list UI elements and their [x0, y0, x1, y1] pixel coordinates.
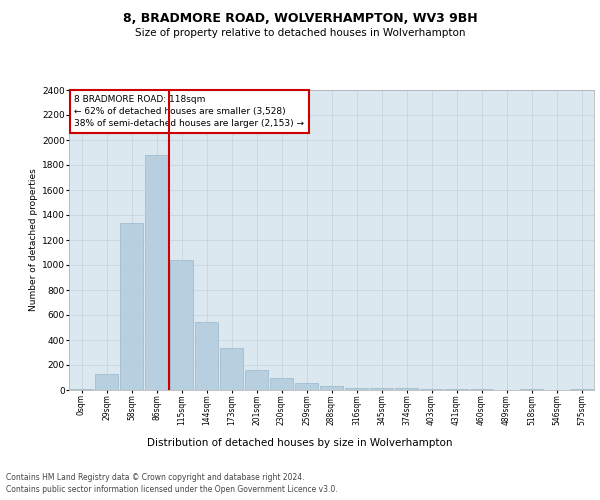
Bar	[170, 260, 193, 390]
Bar	[245, 370, 268, 390]
Text: Contains HM Land Registry data © Crown copyright and database right 2024.: Contains HM Land Registry data © Crown c…	[6, 472, 305, 482]
Text: Distribution of detached houses by size in Wolverhampton: Distribution of detached houses by size …	[147, 438, 453, 448]
Bar	[395, 388, 418, 390]
Bar	[295, 383, 318, 390]
Text: 8, BRADMORE ROAD, WOLVERHAMPTON, WV3 9BH: 8, BRADMORE ROAD, WOLVERHAMPTON, WV3 9BH	[122, 12, 478, 26]
Bar	[220, 348, 243, 390]
Bar	[145, 155, 168, 390]
Bar	[320, 386, 343, 390]
Bar	[345, 388, 368, 390]
Bar	[195, 322, 218, 390]
Bar	[70, 389, 93, 390]
Text: 8 BRADMORE ROAD: 118sqm
← 62% of detached houses are smaller (3,528)
38% of semi: 8 BRADMORE ROAD: 118sqm ← 62% of detache…	[74, 94, 304, 128]
Bar	[120, 222, 143, 390]
Bar	[270, 378, 293, 390]
Text: Size of property relative to detached houses in Wolverhampton: Size of property relative to detached ho…	[135, 28, 465, 38]
Y-axis label: Number of detached properties: Number of detached properties	[29, 168, 38, 312]
Text: Contains public sector information licensed under the Open Government Licence v3: Contains public sector information licen…	[6, 485, 338, 494]
Bar	[95, 374, 118, 390]
Bar	[370, 388, 393, 390]
